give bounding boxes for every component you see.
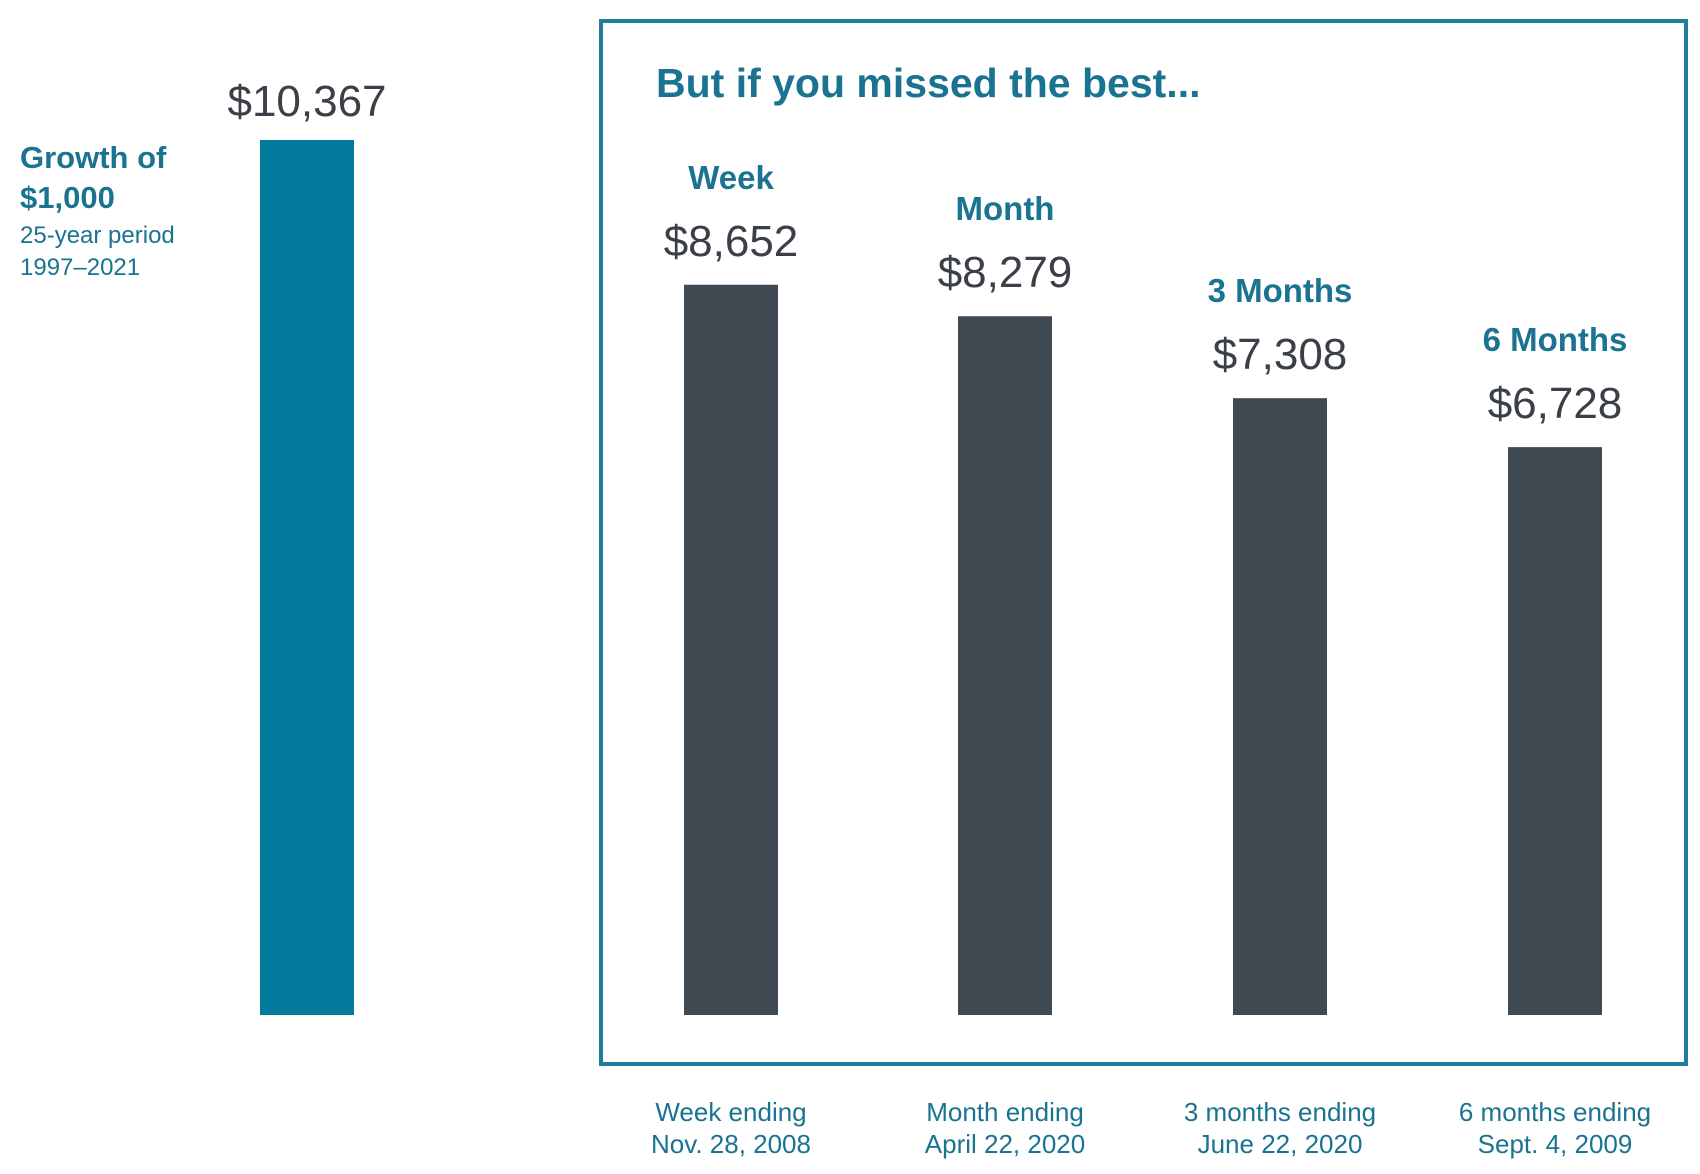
missed-bar-2 bbox=[958, 316, 1052, 1015]
missed-bar-1 bbox=[684, 284, 778, 1015]
growth-title-line2: $1,000 bbox=[20, 180, 115, 215]
growth-title-line1: Growth of bbox=[20, 140, 167, 175]
date-label-line2-3: June 22, 2020 bbox=[1198, 1129, 1363, 1159]
missed-bar-category-label-1: Week bbox=[688, 159, 774, 196]
date-label-line2-4: Sept. 4, 2009 bbox=[1478, 1129, 1633, 1159]
baseline-value-label: $10,367 bbox=[227, 77, 386, 126]
date-label-line1-1: Week ending bbox=[655, 1097, 806, 1127]
missed-bar-4 bbox=[1508, 447, 1602, 1015]
chart-title: But if you missed the best... bbox=[656, 60, 1200, 106]
missed-bar-value-label-2: $8,279 bbox=[938, 248, 1073, 297]
missed-bar-value-label-4: $6,728 bbox=[1488, 379, 1623, 428]
chart-frame bbox=[599, 19, 1688, 1066]
baseline-bar bbox=[260, 140, 354, 1015]
missed-bar-value-label-1: $8,652 bbox=[664, 217, 799, 266]
missed-bar-category-label-2: Month bbox=[956, 190, 1055, 227]
missed-bar-3 bbox=[1233, 398, 1327, 1016]
date-label-line1-4: 6 months ending bbox=[1459, 1097, 1651, 1127]
missed-bar-category-label-3: 3 Months bbox=[1208, 272, 1353, 309]
missed-bar-value-label-3: $7,308 bbox=[1213, 330, 1348, 379]
date-label-line1-3: 3 months ending bbox=[1184, 1097, 1376, 1127]
date-label-line2-1: Nov. 28, 2008 bbox=[651, 1129, 811, 1159]
period-subtitle-line2: 1997–2021 bbox=[20, 254, 141, 281]
date-label-line1-2: Month ending bbox=[926, 1097, 1084, 1127]
period-subtitle-line1: 25-year period bbox=[20, 222, 175, 249]
date-label-line2-2: April 22, 2020 bbox=[925, 1129, 1085, 1159]
missed-bar-category-label-4: 6 Months bbox=[1483, 321, 1628, 358]
